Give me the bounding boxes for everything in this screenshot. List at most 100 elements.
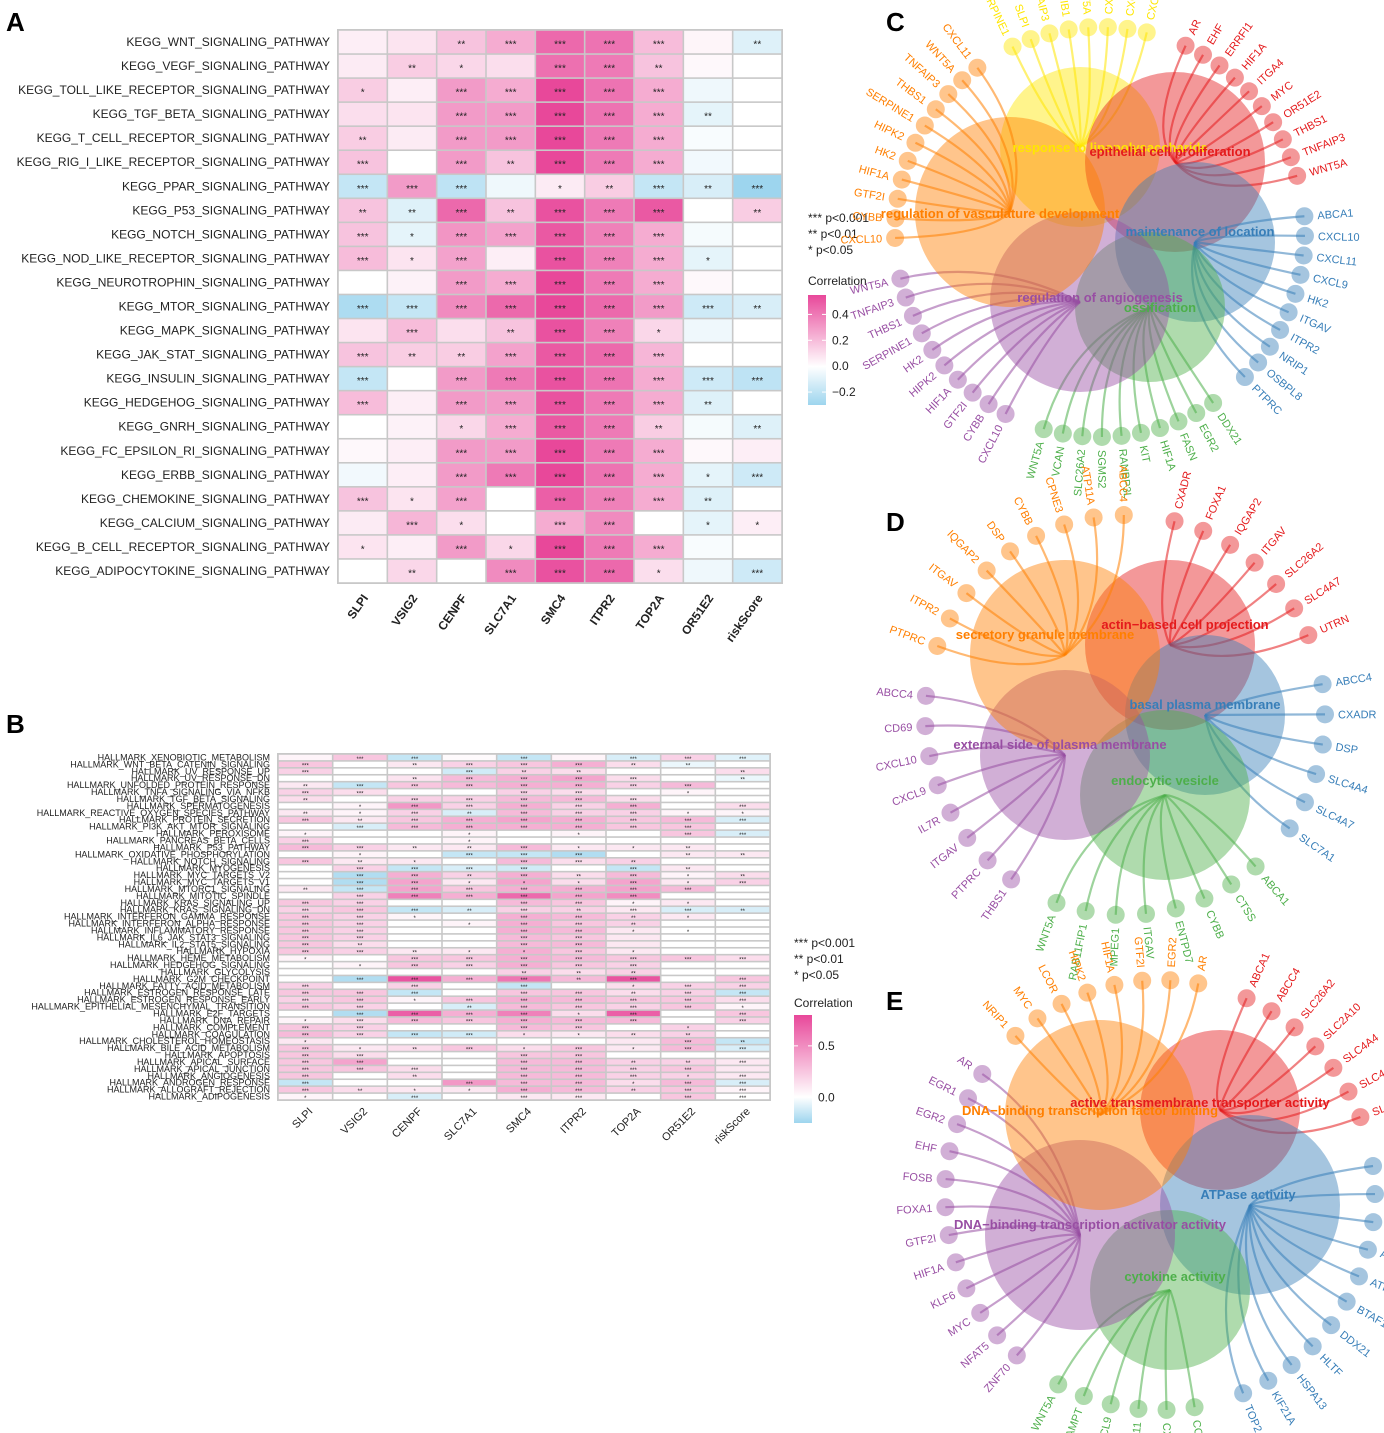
significance-mark: *** [653, 88, 665, 99]
gene-label: TNFAIP3 [850, 297, 896, 323]
row-label: HALLMARK_APICAL_JUNCTION [134, 1064, 270, 1074]
heat-cell [606, 934, 660, 941]
gene-edge [937, 753, 1066, 787]
heat-cell [552, 1093, 606, 1100]
heat-cell [684, 535, 732, 559]
row-label: KEGG_HEDGEHOG_SIGNALING_PATHWAY [84, 396, 330, 410]
heat-cell [552, 1052, 606, 1058]
gene-node [886, 209, 905, 228]
gene-node [936, 1198, 955, 1217]
row-label: KEGG_WNT_SIGNALING_PATHWAY [126, 35, 330, 49]
gene-node [1185, 1398, 1204, 1417]
heat-cell [716, 955, 770, 961]
gene-edge [955, 1233, 1081, 1264]
row-label: HALLMARK_UNFOLDED_PROTEIN_RESPONSE [67, 780, 270, 790]
heat-cell [585, 54, 634, 78]
significance-mark: *** [455, 544, 467, 555]
heat-cell [333, 948, 387, 954]
heat-cell [437, 102, 486, 126]
gene-node [1129, 1399, 1148, 1418]
row-label: HALLMARK_HEME_METABOLISM [127, 953, 270, 963]
row-label: HALLMARK_INTERFERON_ALPHA_RESPONSE [68, 919, 270, 929]
significance-mark: * [304, 1096, 307, 1102]
significance-mark: *** [466, 798, 474, 804]
significance-mark: *** [554, 280, 566, 291]
significance-mark: *** [653, 112, 665, 123]
heat-cell [716, 997, 770, 1003]
heat-cell [552, 796, 606, 802]
significance-mark: *** [575, 812, 583, 818]
significance-mark: *** [554, 424, 566, 435]
heat-cell [338, 415, 387, 438]
gene-node [1055, 515, 1074, 534]
heat-cell [442, 1024, 496, 1030]
significance-mark: *** [684, 826, 692, 832]
significance-mark: *** [455, 160, 467, 171]
significance-mark: *** [575, 778, 583, 784]
significance-mark: * [410, 232, 414, 243]
significance-mark: *** [520, 847, 528, 853]
gene-node [1234, 1384, 1253, 1403]
heat-cell [684, 463, 732, 487]
row-label: KEGG_CALCIUM_SIGNALING_PATHWAY [100, 516, 330, 530]
significance-mark: *** [520, 812, 528, 818]
panel-label-c: C [886, 7, 905, 37]
heat-cell [497, 761, 551, 768]
gene-label: HLTF [1317, 1352, 1345, 1380]
significance-mark: * [523, 951, 526, 957]
significance-mark: *** [554, 544, 566, 555]
significance-mark: * [361, 88, 365, 99]
heat-cell [442, 754, 496, 761]
heat-cell [497, 1017, 551, 1024]
heat-cell [585, 223, 634, 246]
gene-edge [956, 1123, 1082, 1236]
heat-cell [661, 913, 715, 920]
heat-cell [585, 535, 634, 559]
heat-cell [437, 271, 486, 294]
gene-edge [966, 754, 1066, 839]
heat-cell [388, 893, 442, 899]
significance-mark: *** [520, 916, 528, 922]
heat-cell [486, 559, 535, 583]
heat-cell [536, 175, 584, 198]
significance-mark: *** [302, 1089, 310, 1095]
significance-mark: *** [739, 999, 747, 1005]
heat-cell [733, 151, 782, 174]
heat-cell [606, 1052, 660, 1058]
heat-cell [733, 319, 782, 342]
significance-mark: * [359, 854, 362, 860]
gene-edge [949, 1150, 1081, 1236]
term-label: secretory granule membrane [956, 627, 1134, 642]
gene-edge [1168, 1289, 1196, 1408]
heat-cell [338, 511, 387, 535]
significance-mark: ** [655, 424, 663, 435]
heat-cell [606, 796, 660, 802]
heat-cell [733, 511, 782, 535]
heat-cell [388, 913, 442, 920]
heat-cell [716, 837, 770, 844]
row-label: HALLMARK_APICAL_SURFACE [137, 1057, 270, 1067]
heat-cell [388, 126, 436, 150]
gene-edge [949, 753, 1066, 814]
heat-cell [486, 175, 535, 198]
heat-cell [634, 271, 683, 294]
gene-node [1133, 971, 1152, 990]
heat-cell [497, 803, 551, 809]
heat-cell [333, 900, 387, 906]
gene-node [1262, 1002, 1281, 1021]
significance-mark: *** [575, 854, 583, 860]
heat-cell [716, 1059, 770, 1065]
gene-node [1105, 975, 1124, 994]
heat-cell [585, 415, 634, 438]
significance-mark: *** [653, 544, 665, 555]
significance-mark: * [359, 805, 362, 811]
row-label: HALLMARK_SPERMATOGENESIS [127, 801, 270, 811]
significance-mark: *** [575, 819, 583, 825]
significance-mark: *** [411, 1068, 419, 1074]
significance-mark: * [304, 957, 307, 963]
gene-node [1112, 426, 1131, 445]
gene-node [1267, 574, 1286, 593]
heat-cell [338, 487, 387, 511]
significance-mark: *** [575, 999, 583, 1005]
heat-cell [338, 535, 387, 559]
